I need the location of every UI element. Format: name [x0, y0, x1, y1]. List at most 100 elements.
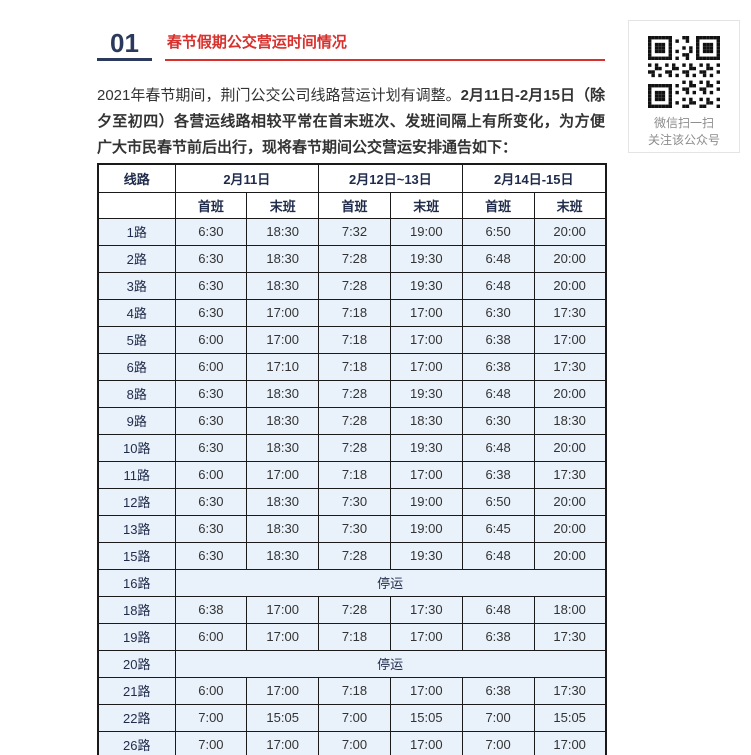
- time-cell: 6:30: [174, 271, 248, 300]
- time-cell: 6:50: [461, 487, 535, 516]
- table-row: 5路 6:00 17:00 7:18 17:00 6:38 17:00: [97, 325, 607, 354]
- intro-paragraph: 2021年春节期间，荆门公交公司线路营运计划有调整。2月11日-2月15日（除夕…: [97, 83, 605, 161]
- time-cell: 6:38: [461, 460, 535, 489]
- suspended-cell: 停运: [174, 568, 607, 597]
- time-cell: 17:30: [533, 352, 607, 381]
- time-cell: 6:48: [461, 379, 535, 408]
- time-cell: 6:38: [461, 622, 535, 651]
- time-cell: 19:30: [389, 379, 463, 408]
- time-cell: 17:00: [533, 325, 607, 354]
- time-cell: 6:30: [174, 406, 248, 435]
- time-cell: 17:30: [533, 676, 607, 705]
- time-cell: 17:00: [389, 325, 463, 354]
- time-cell: 17:30: [533, 460, 607, 489]
- route-cell: 15路: [97, 541, 176, 570]
- time-cell: 17:00: [246, 622, 320, 651]
- time-cell: 20:00: [533, 514, 607, 543]
- qr-caption: 微信扫一扫 关注该公众号: [648, 115, 720, 149]
- time-cell: 19:30: [389, 271, 463, 300]
- table-row: 11路 6:00 17:00 7:18 17:00 6:38 17:30: [97, 460, 607, 489]
- time-cell: 7:00: [174, 703, 248, 732]
- time-cell: 19:30: [389, 244, 463, 273]
- route-cell: 26路: [97, 730, 176, 755]
- route-cell: 20路: [97, 649, 176, 678]
- time-cell: 19:00: [389, 217, 463, 246]
- route-cell: 11路: [97, 460, 176, 489]
- time-cell: 18:30: [246, 541, 320, 570]
- time-cell: 7:00: [318, 703, 391, 732]
- time-cell: 17:30: [533, 622, 607, 651]
- qr-code-image: [648, 36, 720, 108]
- col-header-first-bus-2: 首班: [318, 191, 391, 219]
- time-cell: 7:28: [318, 379, 391, 408]
- time-cell: 7:18: [318, 298, 391, 327]
- time-cell: 6:48: [461, 595, 535, 624]
- route-cell: 3路: [97, 271, 176, 300]
- table-row: 18路 6:38 17:00 7:28 17:30 6:48 18:00: [97, 595, 607, 624]
- time-cell: 17:00: [246, 298, 320, 327]
- section-header: 01 春节假期公交营运时间情况: [97, 28, 605, 61]
- col-header-last-bus-3: 末班: [533, 191, 607, 219]
- time-cell: 15:05: [246, 703, 320, 732]
- time-cell: 17:00: [246, 595, 320, 624]
- route-cell: 19路: [97, 622, 176, 651]
- time-cell: 6:30: [174, 433, 248, 462]
- time-cell: 7:00: [461, 730, 535, 755]
- section-title: 春节假期公交营运时间情况: [166, 34, 347, 51]
- time-cell: 7:18: [318, 622, 391, 651]
- time-cell: 19:00: [389, 487, 463, 516]
- time-cell: 18:30: [246, 487, 320, 516]
- col-header-date-2: 2月12日~13日: [318, 163, 463, 193]
- time-cell: 6:48: [461, 541, 535, 570]
- time-cell: 17:10: [246, 352, 320, 381]
- qr-caption-line2: 关注该公众号: [647, 133, 720, 147]
- table-row: 21路 6:00 17:00 7:18 17:00 6:38 17:30: [97, 676, 607, 705]
- time-cell: 7:28: [318, 271, 391, 300]
- table-row: 19路 6:00 17:00 7:18 17:00 6:38 17:30: [97, 622, 607, 651]
- table-row: 20路 停运: [97, 649, 607, 678]
- time-cell: 20:00: [533, 217, 607, 246]
- time-cell: 6:30: [174, 514, 248, 543]
- time-cell: 6:30: [174, 298, 248, 327]
- time-cell: 7:28: [318, 433, 391, 462]
- col-header-first-bus-3: 首班: [461, 191, 535, 219]
- time-cell: 18:30: [246, 433, 320, 462]
- time-cell: 6:00: [174, 622, 248, 651]
- time-cell: 18:30: [246, 514, 320, 543]
- time-cell: 7:18: [318, 460, 391, 489]
- table-row: 2路 6:30 18:30 7:28 19:30 6:48 20:00: [97, 244, 607, 273]
- time-cell: 20:00: [533, 433, 607, 462]
- table-header-subs-row: 首班 末班 首班 末班 首班 末班: [97, 191, 607, 219]
- time-cell: 17:00: [533, 730, 607, 755]
- time-cell: 6:38: [461, 325, 535, 354]
- table-row: 3路 6:30 18:30 7:28 19:30 6:48 20:00: [97, 271, 607, 300]
- time-cell: 17:00: [389, 622, 463, 651]
- route-cell: 21路: [97, 676, 176, 705]
- route-cell: 5路: [97, 325, 176, 354]
- time-cell: 7:28: [318, 541, 391, 570]
- time-cell: 20:00: [533, 541, 607, 570]
- route-cell: 8路: [97, 379, 176, 408]
- time-cell: 20:00: [533, 244, 607, 273]
- time-cell: 19:30: [389, 433, 463, 462]
- col-header-route: 线路: [97, 163, 176, 193]
- table-row: 9路 6:30 18:30 7:28 18:30 6:30 18:30: [97, 406, 607, 435]
- time-cell: 15:05: [389, 703, 463, 732]
- article-content: 01 春节假期公交营运时间情况 2021年春节期间，荆门公交公司线路营运计划有调…: [97, 0, 607, 755]
- route-cell: 18路: [97, 595, 176, 624]
- time-cell: 7:30: [318, 487, 391, 516]
- time-cell: 17:00: [389, 460, 463, 489]
- time-cell: 20:00: [533, 379, 607, 408]
- time-cell: 18:00: [533, 595, 607, 624]
- time-cell: 6:45: [461, 514, 535, 543]
- qr-caption-line1: 微信扫一扫: [653, 116, 714, 130]
- time-cell: 17:00: [389, 730, 463, 755]
- table-row: 1路 6:30 18:30 7:32 19:00 6:50 20:00: [97, 217, 607, 246]
- col-header-date-3: 2月14日-15日: [461, 163, 607, 193]
- intro-emphasis-text: 2月11日-2月15日（除夕至初四）各营运线路相较平常在首末班次、发班间隔上有所…: [97, 87, 605, 156]
- time-cell: 17:00: [389, 352, 463, 381]
- time-cell: 6:00: [174, 676, 248, 705]
- col-header-last-bus-2: 末班: [389, 191, 463, 219]
- time-cell: 20:00: [533, 487, 607, 516]
- time-cell: 6:48: [461, 433, 535, 462]
